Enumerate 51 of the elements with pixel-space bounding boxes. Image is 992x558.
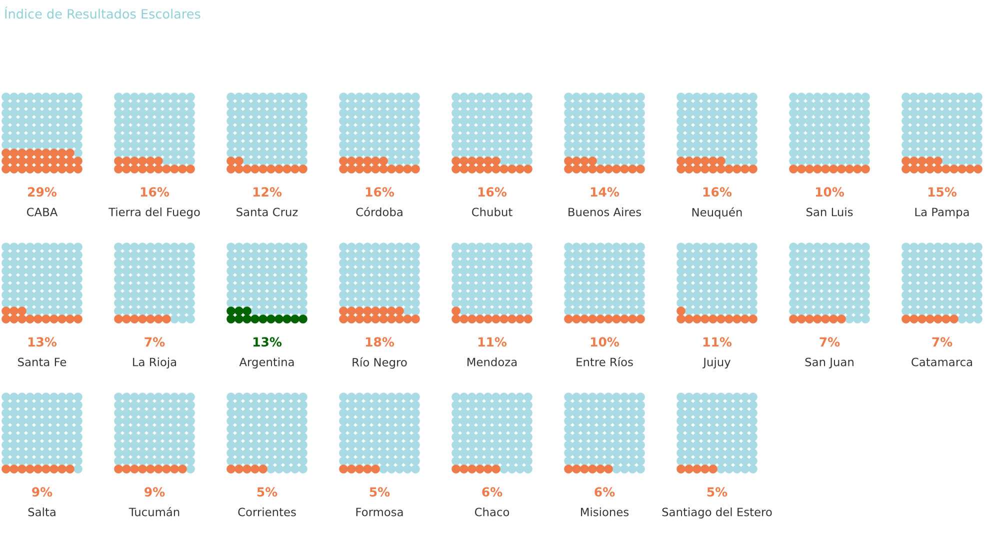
category-label: Buenos Aires [568,207,641,216]
category-label: Santiago del Estero [662,507,772,519]
data-label: 5% [257,487,278,497]
data-label: 13% [253,337,282,347]
category-label: Chaco [474,507,510,516]
category-label: Río Negro [352,357,407,369]
category-label: La Rioja [133,357,176,369]
data-label: 18% [366,337,394,347]
data-label: 13% [28,337,57,347]
category-label: Santa Cruz [236,208,298,216]
data-label: 15% [928,187,957,197]
category-label: Mendoza [468,357,517,366]
category-label: Córdoba [356,207,402,216]
category-label: Argentina [239,357,294,369]
category-label: Neuquén [692,207,742,219]
category-label: Tucumán [128,507,180,516]
category-label: Salta [28,507,56,516]
category-label: San Luis [806,207,853,216]
data-label: 16% [140,187,170,197]
category-label: Tierra del Fuego [108,207,200,219]
data-label: 16% [366,187,394,197]
category-label: Chubut [472,207,512,216]
data-label: 10% [816,187,844,197]
category-label: La Pampa [915,208,969,219]
data-label: 7% [932,337,952,347]
category-label: Corrientes [238,507,296,516]
category-label: CABA [26,208,58,216]
data-label: 10% [590,337,620,347]
data-label: 9% [32,487,52,497]
data-label: 6% [594,487,615,497]
text: Índice de Resultados Escolares [5,6,200,19]
data-label: 11% [703,337,732,347]
category-label: Entre Ríos [576,357,633,366]
data-label: 16% [478,187,507,197]
data-label: 5% [707,487,728,497]
data-label: 11% [478,337,507,347]
data-label: 14% [590,187,620,197]
data-label: 16% [703,187,732,197]
data-label: 5% [370,487,390,497]
data-label: 29% [28,187,57,197]
category-label: Misiones [581,507,629,516]
category-label: Jujuy [702,357,731,369]
data-label: 7% [144,337,165,347]
category-label: Santa Fe [18,358,66,366]
data-label: 9% [144,487,165,497]
category-label: Catamarca [912,358,972,366]
data-label: 7% [820,337,840,347]
category-label: Formosa [356,508,403,516]
data-label: 6% [482,487,502,497]
data-label: 12% [253,187,282,197]
category-label: San Juan [805,358,854,368]
